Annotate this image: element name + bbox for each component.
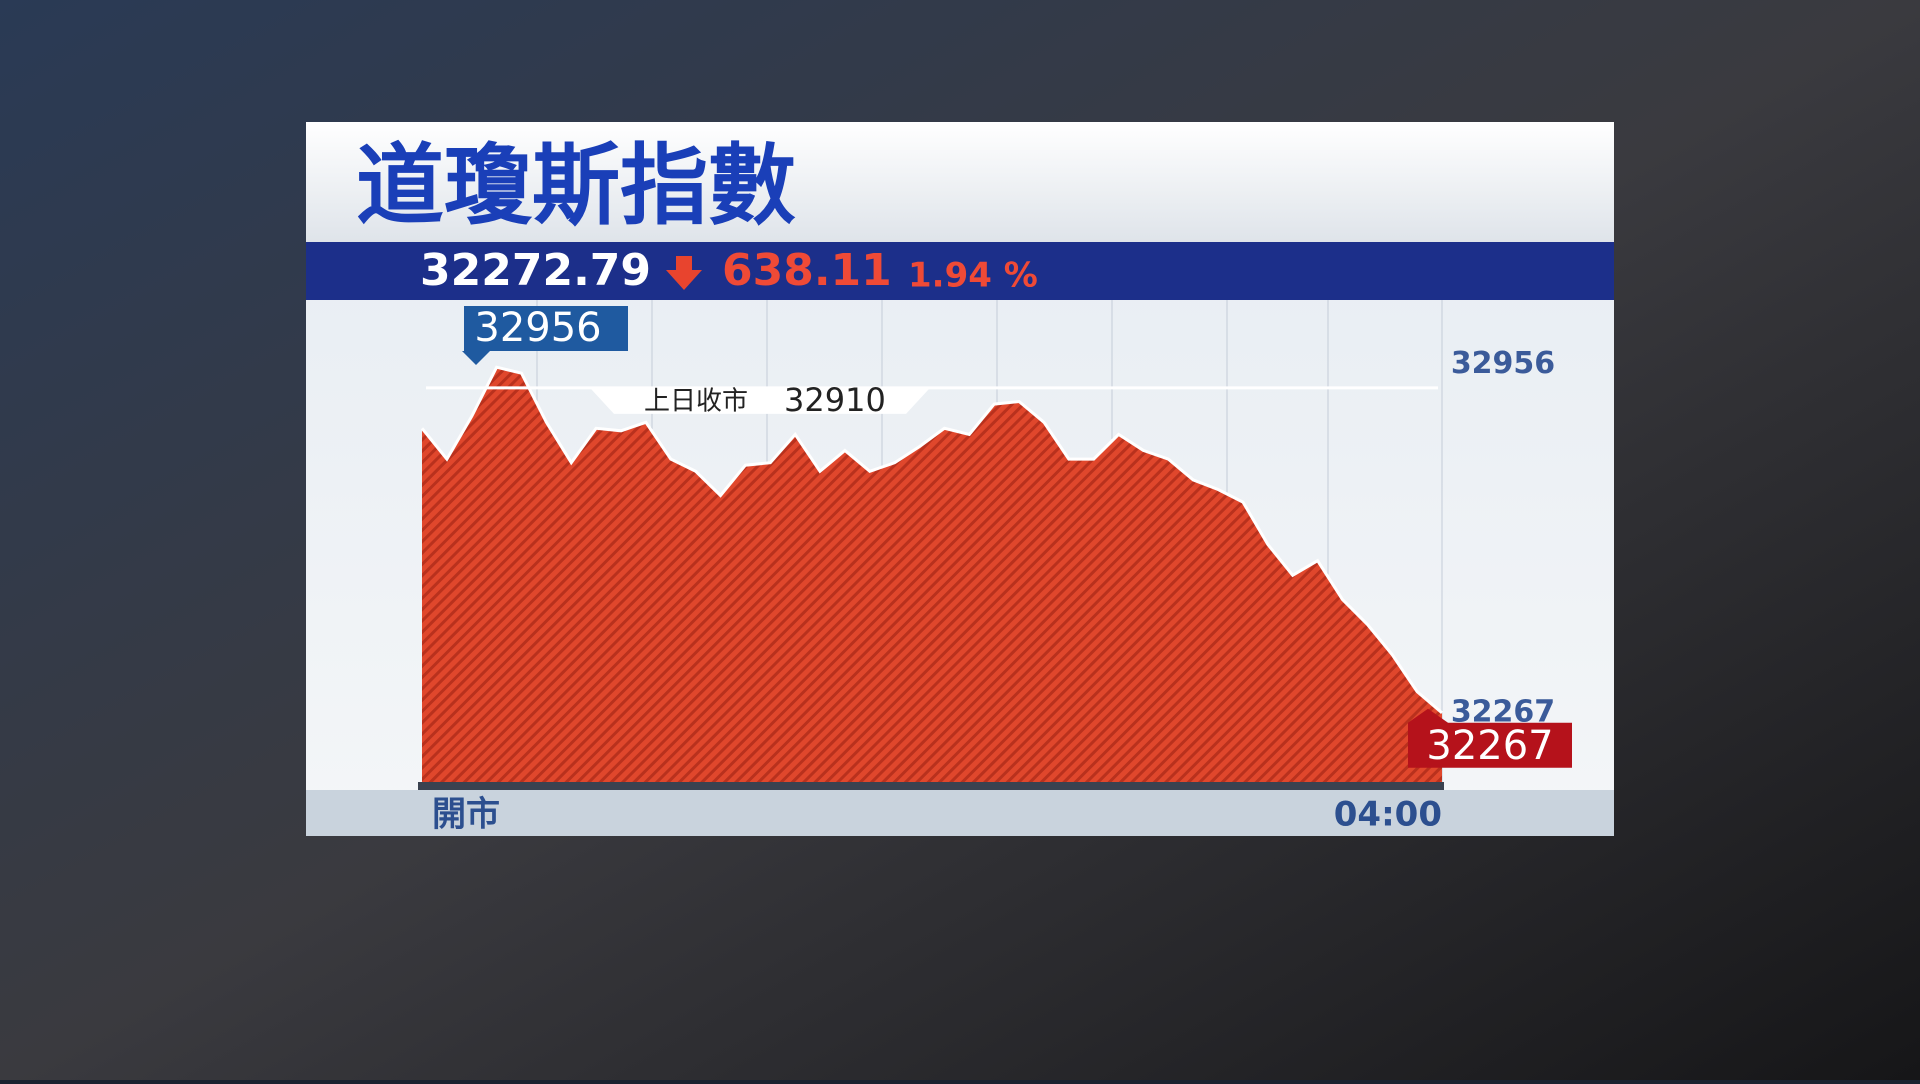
title-band [306,122,1614,242]
chart-title: 道瓊斯指數 [356,134,796,237]
high-callout [462,306,628,365]
high-label: 32956 [474,305,601,351]
change-value: 638.11 [722,245,892,296]
reference-value: 32910 [784,381,886,419]
change-pct: 1.94 % [908,256,1038,296]
low-callout [1408,708,1572,768]
down-arrow [666,256,702,290]
reference-tab [590,387,930,414]
area-edge [420,365,1443,714]
reference-label: 上日收市 [644,386,748,416]
x-axis-strip [306,790,1614,836]
x-tick-label: 開市 [432,795,500,835]
area [422,367,1442,782]
quote-bar [306,242,1614,300]
last-value: 32272.79 [420,245,651,296]
baseline [418,782,1444,790]
y-tick-label: 32956 [1451,346,1555,381]
x-tick-label: 04:00 [1334,795,1442,835]
low-label: 32267 [1426,723,1553,769]
